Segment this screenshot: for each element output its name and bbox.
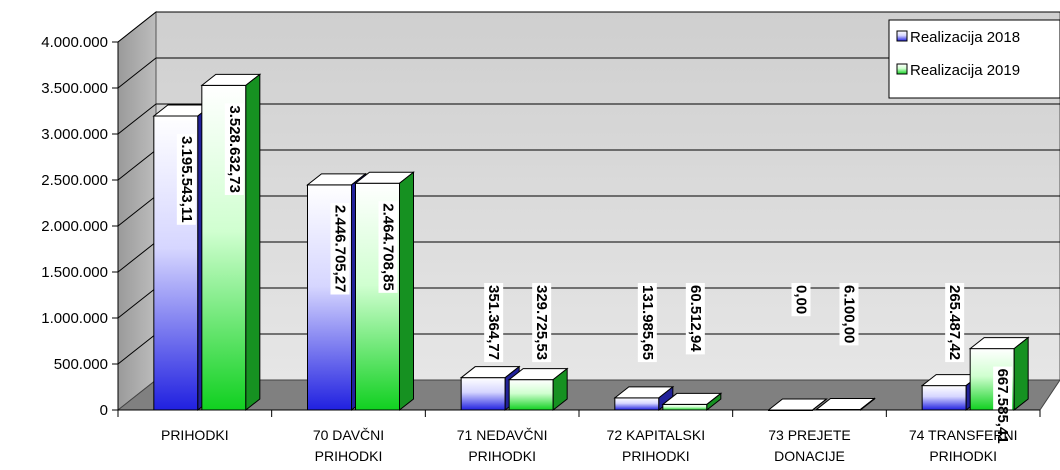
bar-side [552, 367, 568, 412]
y-tick-label: 3.000.000 [41, 126, 108, 143]
data-label-text: 131.985,65 [639, 285, 656, 360]
data-label-text: 265.487,42 [946, 285, 963, 360]
data-label-text: 3.195.543,11 [178, 136, 195, 223]
bar-front [460, 377, 506, 411]
data-label: 3.528.632,73 [224, 103, 244, 195]
data-label-bg [330, 202, 350, 295]
x-tick-label: 72 KAPITALSKI [607, 427, 706, 443]
x-tick-label: PRIHODKI [315, 448, 383, 464]
data-label-bg [839, 283, 859, 346]
data-label-bg [791, 283, 811, 317]
data-label-text: 6.100,00 [841, 285, 858, 343]
bar-side [812, 398, 827, 411]
x-tick-label: PRIHODKI [468, 448, 536, 464]
bar-front [614, 397, 660, 411]
bar-side [1013, 336, 1029, 412]
data-label-text: 0,00 [793, 285, 810, 314]
gridline [117, 103, 1060, 135]
y-tick-label: 1.000.000 [41, 310, 108, 327]
bar-front [662, 403, 708, 411]
legend-box [888, 19, 1060, 99]
data-label-bg [532, 283, 552, 363]
y-tick-label: 2.000.000 [41, 218, 108, 235]
y-tick-label: 0 [100, 402, 108, 419]
bar-side [245, 73, 261, 412]
data-label-text: 351.364,77 [485, 285, 502, 360]
data-label-text: 667.585,41 [994, 369, 1011, 444]
data-label: 60.512,94 [685, 283, 705, 355]
data-label: 3.195.543,11 [176, 134, 196, 225]
gridline [117, 57, 1060, 89]
data-label-bg [378, 201, 398, 293]
x-tick-label: 73 PREJETE [768, 427, 850, 443]
bar-2019-3 [661, 392, 723, 412]
data-label-text: 2.464.708,85 [380, 203, 397, 291]
bar-front [921, 385, 967, 411]
data-label: 667.585,41 [993, 366, 1013, 446]
x-tick-label: 70 DAVČNI [313, 427, 384, 443]
legend-label: Realizacija 2018 [910, 29, 1020, 46]
x-tick-label: 74 TRANSFERNI [909, 427, 1018, 443]
bar-side [399, 171, 414, 412]
legend-label: Realizacija 2019 [910, 62, 1020, 79]
legend-swatch [896, 30, 908, 42]
y-axis: 0 500.000 1.000.000 1.500.000 2.000.000 2.500… [41, 34, 119, 419]
y-tick-label: 2.500.000 [41, 172, 108, 189]
data-label-bg [224, 103, 244, 195]
gridline [117, 11, 1060, 43]
data-label-text: 329.725,53 [533, 285, 550, 360]
bar-2019-2 [507, 367, 569, 412]
data-label-text: 3.528.632,73 [226, 105, 243, 193]
legend-swatch [896, 63, 908, 75]
data-label: 329.725,53 [532, 283, 552, 363]
y-tick-label: 4.000.000 [41, 34, 108, 51]
bar-front [508, 379, 554, 411]
data-label-text: 60.512,94 [687, 285, 704, 352]
legend: Realizacija 2018 Realizacija 2019 [888, 19, 1060, 99]
y-tick-label: 500.000 [54, 356, 108, 373]
data-labels: 3.195.543,11 3.528.632,73 2.446.705,27 2.46… [176, 103, 1013, 446]
data-label-bg [484, 283, 504, 363]
x-axis: PRIHODKI 70 DAVČNI PRIHODKI 71 NEDAVČNI PRIH… [117, 409, 1041, 464]
y-tick-label: 3.500.000 [41, 80, 108, 97]
data-label-bg [993, 366, 1013, 446]
data-label-bg [637, 283, 657, 363]
data-label: 131.985,65 [637, 283, 657, 363]
data-label: 0,00 [791, 283, 811, 317]
data-label: 351.364,77 [484, 283, 504, 363]
x-tick-label: PRIHODKI [161, 427, 229, 443]
data-label: 265.487,42 [945, 283, 965, 363]
data-label-bg [176, 134, 196, 225]
data-label: 6.100,00 [839, 283, 859, 346]
y-tick-label: 1.500.000 [41, 264, 108, 281]
x-tick-label: 71 NEDAVČNI [457, 427, 548, 443]
x-tick-label: PRIHODKI [929, 448, 997, 464]
data-label: 2.464.708,85 [378, 201, 398, 293]
bar-side [706, 392, 722, 412]
data-label: 2.446.705,27 [330, 202, 350, 295]
data-label-bg [685, 283, 705, 355]
data-label-bg [945, 283, 965, 363]
x-tick-label: PRIHODKI [622, 448, 690, 464]
x-tick-label: DONACIJE [774, 448, 845, 464]
data-label-text: 2.446.705,27 [332, 205, 349, 293]
